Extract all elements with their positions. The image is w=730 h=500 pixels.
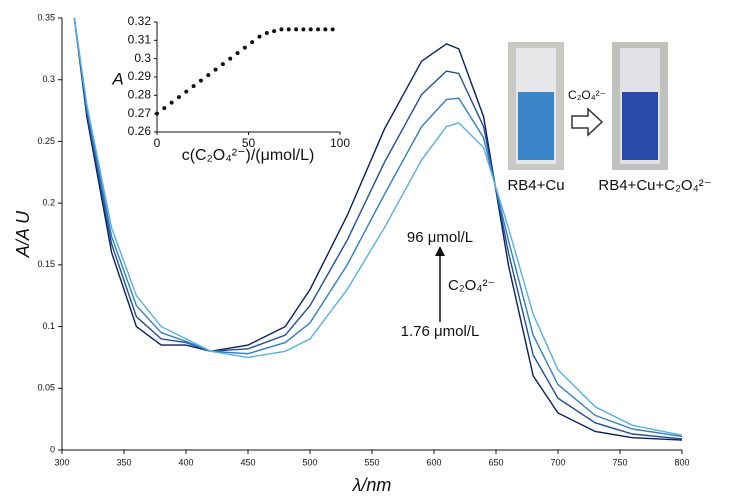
y-tick-label: 0.31: [128, 33, 152, 47]
data-point: [198, 78, 203, 83]
y-tick-label: 0.1: [42, 321, 55, 331]
data-point: [169, 100, 174, 105]
data-point: [220, 62, 225, 67]
annotation: 96 μmol/L: [407, 229, 473, 246]
data-point: [264, 31, 269, 35]
inset-y-label: A: [111, 69, 123, 88]
x-tick-label: 750: [612, 457, 627, 467]
y-tick-label: 0.3: [42, 74, 55, 84]
spectrum-line: [73, 17, 683, 436]
image-label: RB4+Cu+C₂O₄²⁻: [598, 177, 711, 194]
data-point: [206, 73, 211, 78]
y-tick-label: 0.2: [42, 198, 55, 208]
y-tick-label: 0.25: [37, 136, 55, 146]
x-tick-label: 600: [426, 457, 441, 467]
y-tick-label: 0.28: [128, 88, 152, 102]
y-tick-label: 0: [50, 444, 55, 454]
data-point: [301, 27, 306, 32]
x-tick-label: 450: [240, 457, 255, 467]
cuvette-photos: [435, 42, 668, 322]
x-tick-label: 550: [364, 457, 379, 467]
data-point: [155, 111, 159, 116]
data-point: [323, 27, 328, 32]
x-axis-label: λ/nm: [352, 475, 392, 495]
data-point: [242, 45, 247, 50]
data-point: [316, 27, 321, 32]
y-tick-label: 0.29: [128, 69, 152, 83]
x-tick-label: 800: [674, 457, 689, 467]
data-point: [162, 106, 167, 111]
y-tick-label: 0.35: [37, 12, 55, 22]
data-point: [213, 67, 218, 72]
y-tick-label: 0.3: [134, 51, 151, 65]
data-point: [330, 27, 335, 32]
data-point: [272, 29, 277, 34]
x-tick-label: 700: [550, 457, 565, 467]
y-axis-label: A/A U: [13, 210, 33, 258]
inset-x-label: c(C₂O₄²⁻)/(μmol/L): [182, 147, 315, 164]
image-label: C₂O₄²⁻: [568, 88, 606, 102]
data-point: [279, 27, 284, 32]
spectrum-line: [73, 17, 683, 438]
x-tick-label: 400: [178, 457, 193, 467]
spectrum-line: [73, 17, 683, 441]
data-point: [294, 27, 299, 32]
annotation: 1.76 μmol/L: [401, 323, 480, 340]
data-point: [308, 27, 313, 32]
data-point: [257, 34, 262, 39]
spectrum-line: [73, 17, 683, 440]
y-tick-label: 0.26: [128, 124, 152, 138]
data-point: [228, 56, 233, 61]
y-tick-label: 0.27: [128, 106, 152, 120]
data-point: [250, 40, 255, 45]
data-point: [191, 84, 196, 89]
data-point: [235, 51, 240, 56]
x-tick-label: 350: [116, 457, 131, 467]
x-tick-label: 50: [242, 136, 256, 150]
y-tick-label: 0.15: [37, 259, 55, 269]
x-tick-label: 650: [488, 457, 503, 467]
x-tick-label: 0: [154, 136, 161, 150]
data-point: [286, 27, 291, 32]
annotation: C₂O₄²⁻: [448, 277, 495, 294]
data-point: [176, 95, 181, 100]
data-point: [184, 89, 189, 94]
x-tick-label: 100: [330, 136, 350, 150]
x-tick-label: 500: [302, 457, 317, 467]
image-label: RB4+Cu: [507, 177, 564, 194]
y-tick-label: 0.05: [37, 383, 55, 393]
x-tick-label: 300: [54, 457, 69, 467]
y-tick-label: 0.32: [128, 14, 152, 28]
